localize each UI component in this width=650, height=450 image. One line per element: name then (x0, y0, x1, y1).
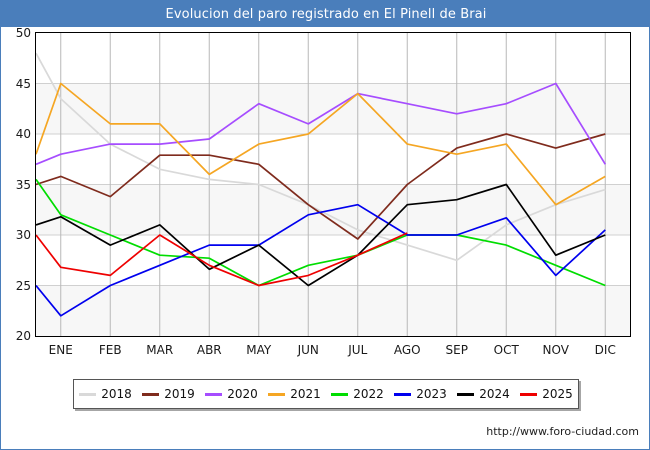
source-url: http://www.foro-ciudad.com (486, 425, 639, 438)
chart-legend: 2018 2019 2020 2021 2022 2023 2024 2025 (73, 379, 579, 409)
legend-label-2020: 2020 (227, 387, 258, 401)
legend-swatch-2025 (520, 392, 538, 396)
legend-label-2022: 2022 (353, 387, 384, 401)
legend-label-2019: 2019 (164, 387, 195, 401)
y-tick-label: 20 (15, 329, 31, 343)
legend-swatch-2020 (205, 392, 223, 396)
page-title: Evolucion del paro registrado en El Pine… (165, 6, 487, 22)
series-line-2025 (36, 232, 408, 287)
x-tick-label-dic: DIC (594, 343, 616, 357)
x-axis-labels: ENE FEB MAR ABR MAY JUN JUL AGO SEP OCT NOV DIC (35, 339, 631, 363)
legend-label-2018: 2018 (101, 387, 132, 401)
series-line-2020 (36, 82, 607, 166)
legend-swatch-2024 (457, 392, 475, 396)
x-tick-label-mar: MAR (146, 343, 174, 357)
legend-label-2024: 2024 (479, 387, 510, 401)
y-tick-label: 50 (15, 26, 31, 40)
y-tick-label: 40 (15, 127, 31, 141)
window-title-bar: Evolucion del paro registrado en El Pine… (1, 1, 649, 27)
x-tick-label-sep: SEP (445, 343, 468, 357)
legend-item-2022[interactable]: 2022 (331, 387, 384, 401)
y-tick-label: 35 (15, 177, 31, 192)
series-line-2023 (36, 203, 606, 317)
legend-swatch-2021 (268, 392, 286, 396)
series-line-2024 (36, 183, 606, 287)
x-tick-label-jul: JUL (348, 343, 368, 357)
x-tick-label-ene: ENE (48, 343, 73, 357)
legend-label-2025: 2025 (542, 387, 573, 401)
x-tick-label-may: MAY (246, 343, 272, 357)
y-tick-label: 45 (15, 76, 31, 91)
x-tick-label-feb: FEB (98, 343, 122, 357)
series-line-2022 (36, 178, 606, 287)
y-tick-label: 25 (15, 278, 31, 293)
series-line-2019 (36, 133, 606, 240)
legend-label-2021: 2021 (290, 387, 321, 401)
legend-label-2023: 2023 (416, 387, 447, 401)
x-tick-label-abr: ABR (196, 343, 222, 357)
x-tick-label-oct: OCT (493, 343, 519, 357)
y-axis-labels: 20 25 30 35 40 45 50 (1, 26, 31, 343)
chart-svg (36, 33, 630, 336)
chart-plot (35, 32, 631, 337)
x-tick-label-ago: AGO (393, 343, 421, 357)
y-tick-label: 30 (15, 228, 31, 242)
legend-item-2023[interactable]: 2023 (394, 387, 447, 401)
x-tick-label-nov: NOV (542, 343, 569, 357)
plot-area-wrapper: 20 25 30 35 40 45 50 ENE FEB MAR ABR MAY JUN JUL AGO S… (1, 26, 649, 357)
legend-swatch-2018 (79, 392, 97, 396)
legend-swatch-2023 (394, 392, 412, 396)
legend-swatch-2019 (142, 392, 160, 396)
legend-item-2025[interactable]: 2025 (520, 387, 573, 401)
legend-item-2024[interactable]: 2024 (457, 387, 510, 401)
legend-item-2021[interactable]: 2021 (268, 387, 321, 401)
legend-swatch-2022 (331, 392, 349, 396)
legend-item-2020[interactable]: 2020 (205, 387, 258, 401)
legend-item-2018[interactable]: 2018 (79, 387, 132, 401)
x-tick-label-jun: JUN (297, 343, 319, 357)
series-line-2021 (36, 82, 606, 206)
legend-item-2019[interactable]: 2019 (142, 387, 195, 401)
